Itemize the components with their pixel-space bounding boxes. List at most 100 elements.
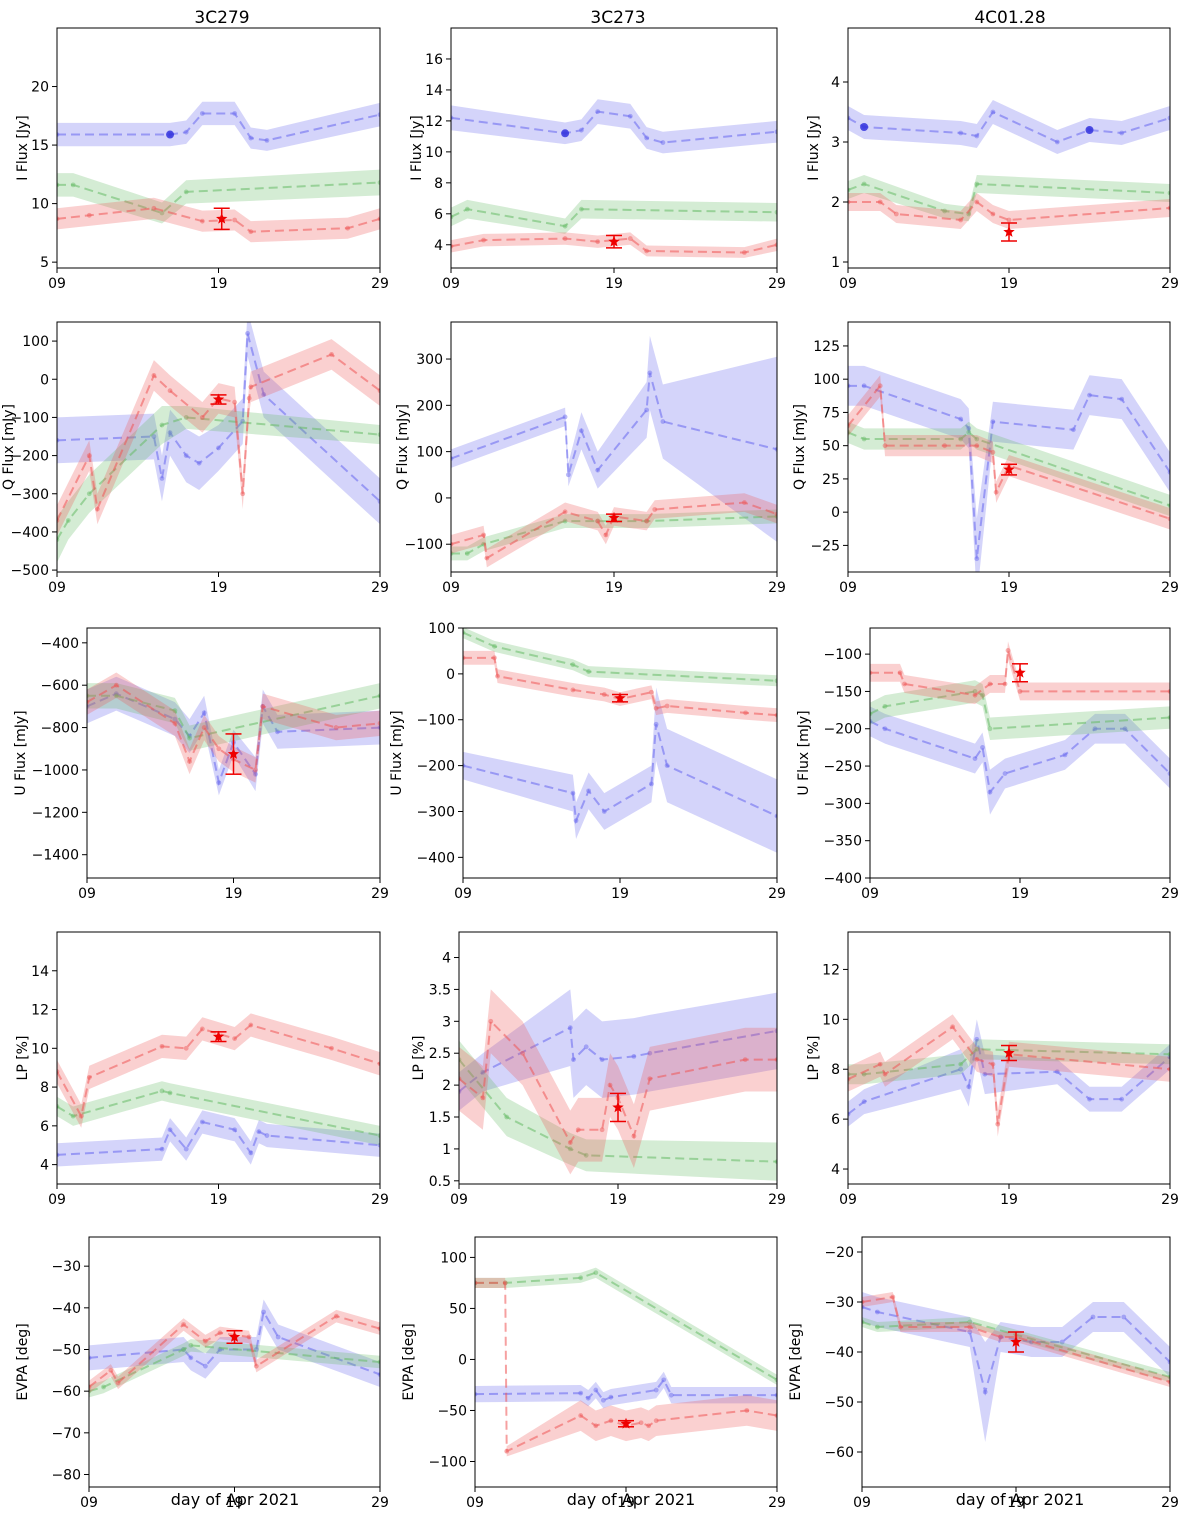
point-red [652, 507, 658, 512]
point-green [974, 181, 980, 187]
point-red [232, 217, 238, 223]
point-red [201, 725, 207, 730]
point-blue [1090, 1314, 1096, 1320]
line-green [848, 1048, 1170, 1076]
point-red [232, 399, 238, 405]
point-green [181, 1347, 186, 1352]
band-red [57, 197, 380, 243]
line-red [89, 1315, 380, 1388]
band-green [862, 1317, 1170, 1382]
point-blue [1087, 1096, 1092, 1102]
point-red [627, 236, 633, 241]
y-tick-label: 50 [822, 439, 840, 455]
star-marker [1014, 666, 1026, 678]
point-green [451, 551, 454, 556]
point-red [78, 1113, 84, 1119]
point-red [1002, 681, 1008, 687]
point-red [987, 681, 993, 687]
point-red [974, 199, 980, 205]
line-red [870, 650, 1170, 697]
point-red [1017, 689, 1023, 694]
point-red [848, 1076, 851, 1082]
band-green [89, 1339, 380, 1398]
point-red [593, 1423, 599, 1429]
point-red [848, 423, 851, 429]
y-axis-label: I Flux [Jy] [15, 115, 31, 180]
point-blue [232, 111, 238, 116]
y-tick-label: −300 [11, 487, 49, 503]
point-red [774, 1057, 777, 1062]
point-green [65, 518, 71, 523]
x-tick-label: 09 [80, 1495, 98, 1511]
point-blue [958, 416, 964, 422]
point-green [113, 693, 119, 699]
point-red [377, 720, 380, 726]
point-blue [774, 446, 777, 452]
point-blue [974, 1036, 980, 1042]
y-tick-label: 50 [449, 1301, 467, 1317]
point-blue [1167, 1359, 1170, 1365]
point-green [980, 692, 985, 698]
y-axis-label: U Flux [mJy] [13, 710, 29, 795]
y-tick-label: −300 [824, 796, 862, 812]
plot-area [451, 335, 777, 568]
point-green [70, 182, 76, 188]
x-tick-label: 09 [839, 276, 857, 292]
point-red [172, 720, 178, 726]
y-tick-label: −1200 [32, 805, 79, 821]
line-red [57, 1023, 380, 1120]
point-red [990, 1061, 996, 1067]
point-red [744, 1408, 750, 1413]
point-green [464, 206, 470, 212]
point-green [187, 735, 192, 741]
point-blue [565, 472, 571, 478]
plot-area [848, 1014, 1170, 1137]
y-tick-label: 100 [813, 372, 840, 388]
point-red [882, 443, 888, 449]
point-red [89, 1384, 92, 1390]
point-red [377, 1326, 380, 1332]
band-blue [451, 335, 777, 542]
x-tick-label: 19 [617, 1495, 635, 1511]
point-blue [203, 1363, 208, 1369]
point-red [151, 373, 157, 378]
y-axis-label: LP [%] [411, 1036, 427, 1081]
point-red [877, 383, 883, 389]
point-red [601, 692, 607, 697]
band-green [475, 1267, 777, 1385]
panel-4C01.28-U: 09 19 29 −400 −350 −300 −250 −200 −150 −100 U Flux… [796, 627, 1179, 902]
line-red [451, 501, 777, 560]
point-red [183, 1045, 189, 1051]
point-red [459, 1076, 462, 1082]
point-green [774, 1377, 777, 1383]
point-blue [583, 1044, 589, 1050]
point-red [492, 655, 497, 661]
point-red [260, 703, 266, 709]
y-tick-label: 1.5 [429, 1110, 451, 1126]
point-red [570, 687, 576, 693]
point-red [877, 1061, 883, 1067]
panel-4C01.28-LP: 09 19 29 4 6 8 10 12 LP [%] [806, 931, 1179, 1208]
point-red [480, 1095, 486, 1101]
point-green [974, 436, 980, 442]
point-red [248, 384, 254, 390]
band-green [57, 169, 380, 224]
x-tick-label: 19 [210, 1192, 228, 1208]
point-red [647, 1076, 653, 1082]
y-tick-label: −800 [41, 721, 79, 737]
point-red [377, 216, 380, 222]
point-green [188, 1342, 194, 1348]
point-blue [1054, 1069, 1060, 1075]
y-tick-label: 12 [822, 962, 840, 978]
point-red [253, 1363, 259, 1369]
x-tick-label: 29 [371, 1495, 389, 1511]
point-blue [377, 1142, 380, 1148]
star-marker [608, 511, 620, 523]
y-tick-label: 125 [813, 339, 840, 355]
panel-3C279-U: 09 19 29 −1400 −1200 −1000 −800 −600 −400 U Flux … [13, 627, 389, 902]
point-blue [595, 467, 601, 473]
y-tick-label: 4 [831, 75, 840, 91]
point-red [57, 1069, 60, 1074]
plot-area [870, 641, 1170, 815]
